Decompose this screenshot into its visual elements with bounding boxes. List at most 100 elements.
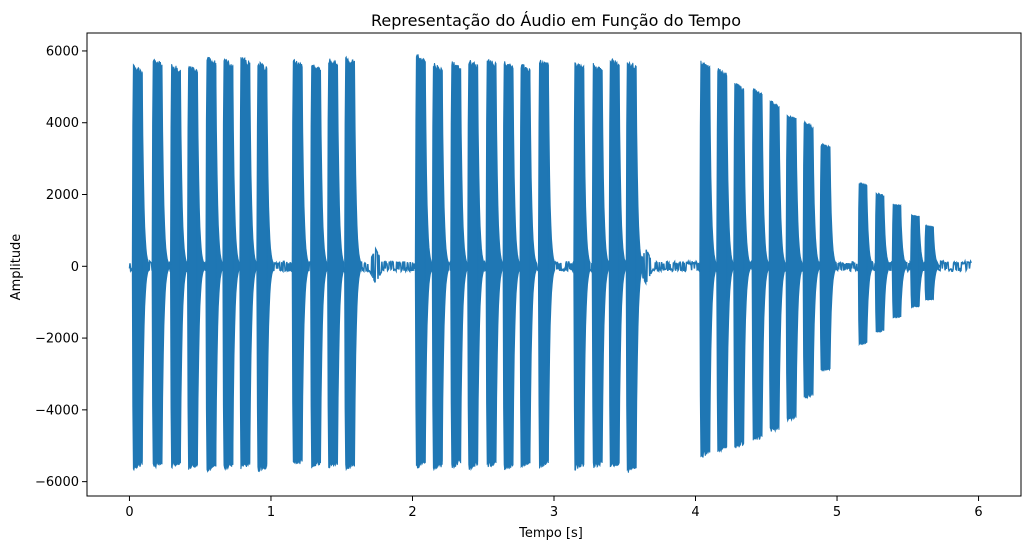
burst-decay-tail: [512, 68, 520, 465]
burst-decay-tail: [196, 71, 205, 465]
waveform-burst: [344, 55, 362, 472]
waveform-burst: [131, 63, 150, 472]
burst-envelope: [751, 88, 763, 441]
waveform-burst: [502, 61, 520, 471]
burst-decay-tail: [141, 71, 150, 465]
waveform-burst: [608, 58, 626, 468]
burst-decay-tail: [215, 62, 223, 467]
y-tick-label: 4000: [46, 116, 79, 131]
burst-decay-tail: [709, 68, 717, 453]
burst-envelope: [857, 181, 868, 347]
waveform-burst: [924, 224, 941, 301]
burst-envelope: [222, 58, 234, 472]
waveform-burst: [819, 142, 837, 372]
waveform-burst: [467, 60, 485, 472]
waveform-burst: [450, 61, 468, 469]
waveform-burst: [186, 65, 205, 470]
burst-decay-tail: [583, 68, 591, 465]
burst-decay-tail: [866, 185, 874, 343]
burst-envelope: [450, 61, 462, 469]
burst-decay-tail: [601, 69, 609, 464]
waveform-burst: [291, 58, 309, 465]
burst-envelope: [591, 63, 603, 469]
burst-decay-tail: [266, 68, 274, 467]
burst-envelope: [310, 64, 321, 469]
burst-decay-tail: [301, 66, 309, 462]
burst-envelope: [785, 114, 797, 423]
waveform-burst: [573, 62, 591, 471]
burst-decay-tail: [778, 106, 786, 429]
waveform-burst: [537, 59, 556, 469]
y-axis-ticks: −6000 −4000 −2000 0 2000 4000 6000: [35, 44, 87, 490]
burst-decay-tail: [354, 62, 362, 465]
burst-envelope: [519, 64, 531, 469]
x-tick-label: 1: [267, 505, 275, 520]
burst-envelope: [625, 60, 637, 473]
burst-envelope: [608, 58, 620, 468]
x-tick-label: 6: [974, 505, 982, 520]
chart-title: Representação do Áudio em Função do Temp…: [371, 11, 741, 30]
waveform-burst: [256, 60, 274, 473]
waveform-burst: [891, 203, 908, 319]
waveform-burst: [591, 63, 609, 469]
burst-decay-tail: [547, 64, 556, 464]
waveform-burst: [310, 64, 328, 469]
x-axis-ticks: 0 1 2 3 4 5 6: [125, 496, 983, 520]
burst-decay-tail: [743, 88, 751, 444]
waveform-burst: [327, 58, 345, 469]
burst-envelope: [768, 100, 780, 433]
waveform-burst: [239, 56, 257, 470]
y-tick-label: 2000: [46, 188, 79, 203]
x-tick-label: 3: [550, 505, 558, 520]
burst-decay-tail: [795, 118, 803, 418]
burst-decay-tail: [932, 226, 941, 300]
waveform-burst: [519, 64, 537, 469]
y-axis-label: Amplitude: [9, 234, 24, 301]
waveform-burst: [751, 88, 769, 441]
y-tick-label: 6000: [46, 44, 79, 59]
burst-decay-tail: [618, 64, 626, 464]
burst-envelope: [131, 63, 143, 472]
waveform-burst: [802, 120, 820, 400]
y-tick-label: −2000: [35, 332, 79, 347]
burst-decay-tail: [441, 69, 450, 465]
x-tick-label: 5: [833, 505, 841, 520]
waveform-burst: [169, 64, 188, 470]
burst-decay-tail: [460, 68, 468, 464]
burst-decay-tail: [320, 69, 328, 464]
burst-decay-tail: [232, 64, 240, 465]
burst-envelope: [910, 213, 920, 309]
burst-decay-tail: [883, 195, 891, 331]
burst-envelope: [802, 120, 814, 400]
x-tick-label: 0: [125, 505, 133, 520]
burst-envelope: [256, 60, 268, 473]
burst-envelope: [186, 65, 198, 470]
burst-envelope: [573, 62, 585, 471]
waveform-burst: [733, 83, 751, 449]
waveform-burst: [205, 56, 223, 473]
waveform-burst: [910, 213, 926, 309]
waveform-burst: [414, 54, 433, 469]
burst-envelope: [151, 58, 163, 470]
burst-decay-tail: [761, 93, 769, 437]
burst-decay-tail: [529, 69, 537, 464]
burst-decay-tail: [900, 205, 908, 317]
waveform-burst: [431, 63, 450, 472]
burst-decay-tail: [812, 126, 820, 396]
waveform-burst: [222, 58, 240, 472]
burst-decay-tail: [635, 66, 643, 469]
burst-decay-tail: [477, 66, 485, 465]
burst-envelope: [414, 54, 426, 469]
burst-envelope: [733, 83, 745, 449]
waveform-burst: [699, 60, 717, 458]
y-tick-label: −4000: [35, 403, 79, 418]
burst-envelope: [819, 142, 831, 372]
waveform-burst: [716, 68, 734, 453]
waveform-burst: [768, 100, 786, 433]
burst-decay-tail: [249, 62, 257, 465]
burst-decay-tail: [424, 61, 433, 464]
burst-envelope: [485, 58, 497, 468]
y-tick-label: 0: [71, 260, 79, 275]
burst-decay-tail: [161, 64, 169, 464]
burst-envelope: [891, 203, 902, 319]
